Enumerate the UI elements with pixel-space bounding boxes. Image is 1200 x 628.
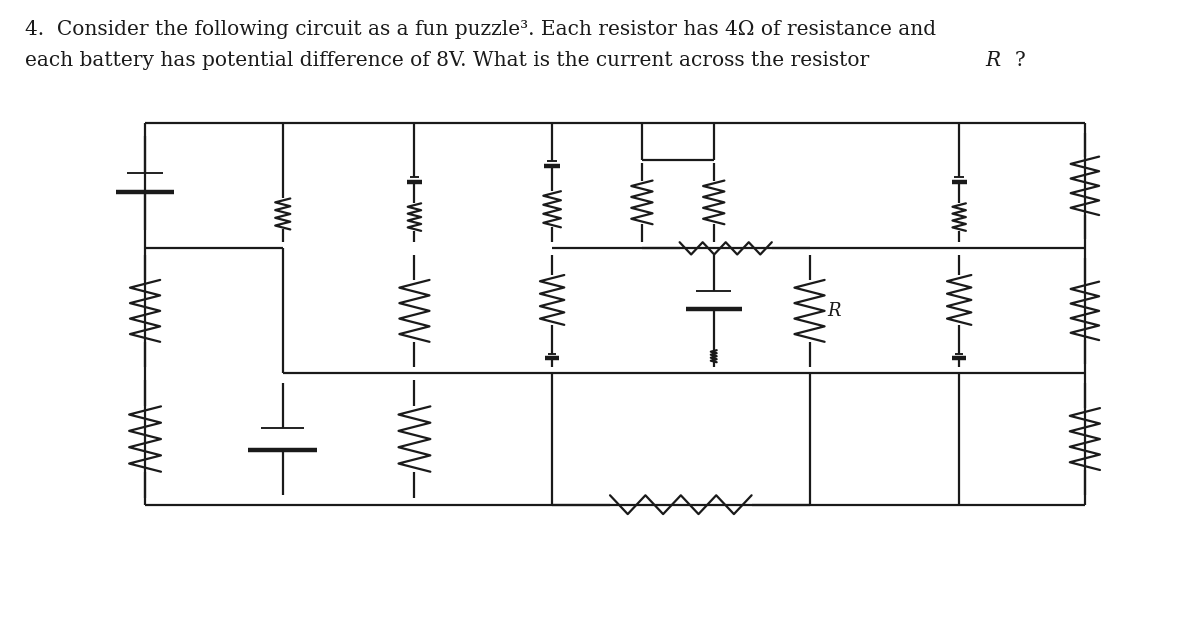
Text: R: R xyxy=(985,51,1001,70)
Text: 4.  Consider the following circuit as a fun puzzle³. Each resistor has 4Ω of res: 4. Consider the following circuit as a f… xyxy=(25,20,936,39)
Text: ?: ? xyxy=(1014,51,1025,70)
Text: R: R xyxy=(828,302,841,320)
Text: each battery has potential difference of 8V. What is the current across the resi: each battery has potential difference of… xyxy=(25,51,876,70)
